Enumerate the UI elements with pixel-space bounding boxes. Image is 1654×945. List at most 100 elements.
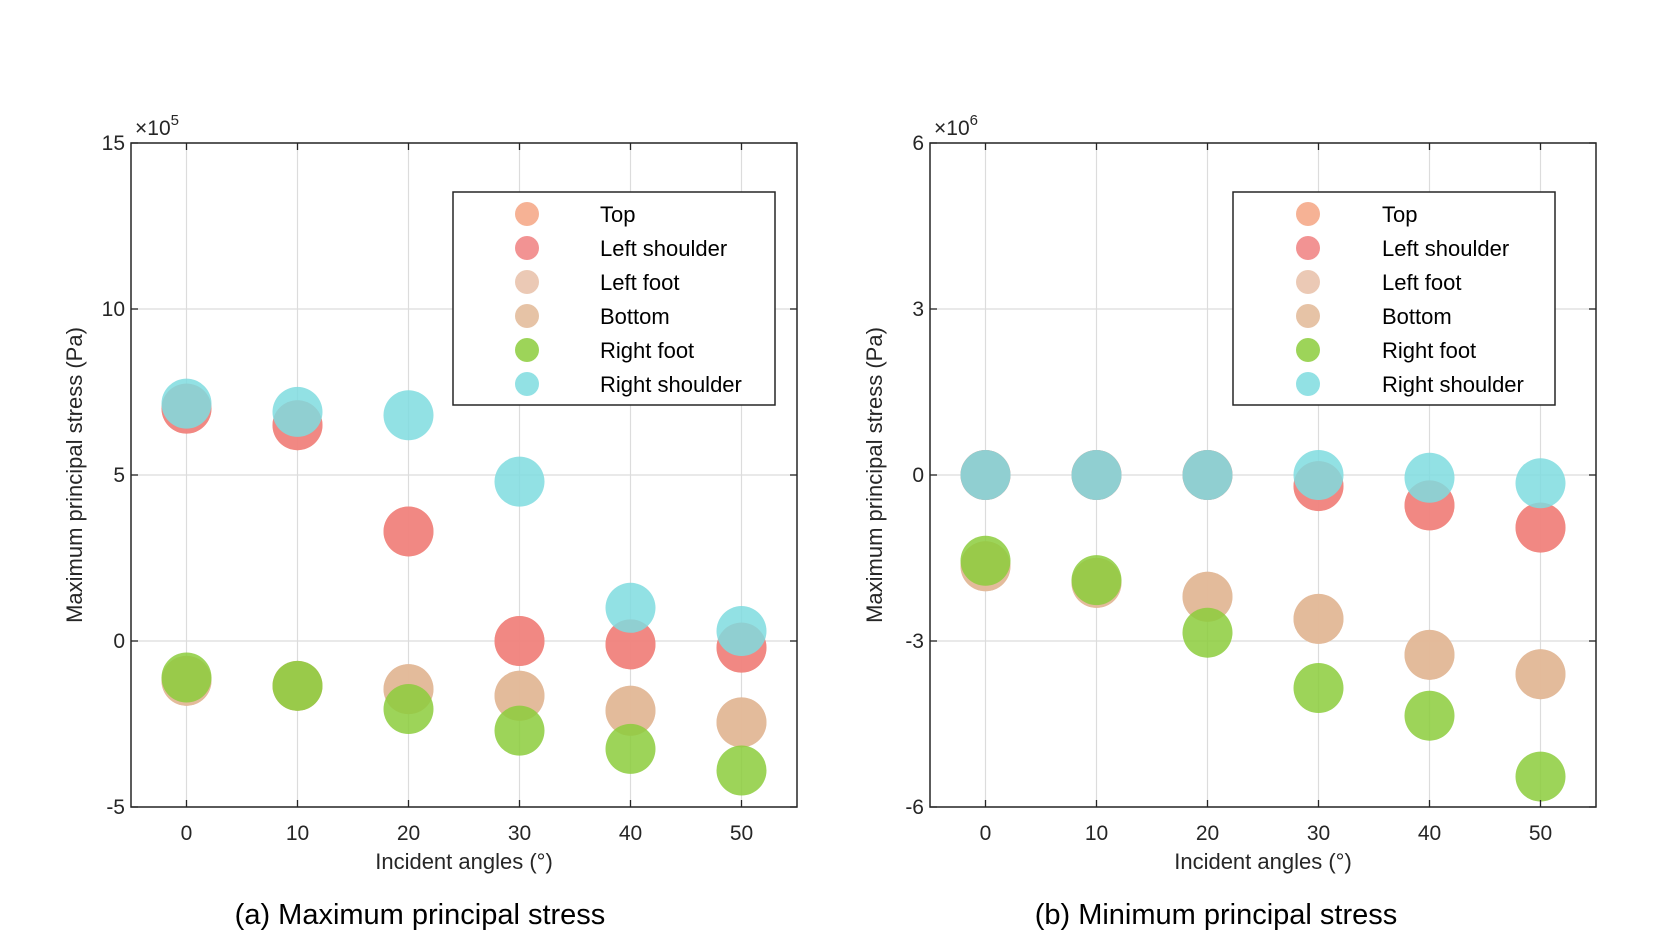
- legend-label: Top: [600, 202, 635, 227]
- data-point: [1071, 450, 1122, 500]
- axis-exponent: ×105: [135, 112, 179, 140]
- data-point: [1404, 452, 1455, 503]
- y-tick-label: 3: [912, 298, 924, 321]
- legend-marker: [515, 372, 539, 396]
- data-point: [716, 606, 767, 657]
- legend-marker: [1296, 202, 1320, 226]
- y-tick-label: -3: [905, 630, 924, 653]
- exponent-power: 6: [970, 112, 978, 129]
- x-axis-label: Incident angles (°): [1174, 849, 1352, 874]
- y-tick-label: -6: [905, 796, 924, 819]
- data-point: [960, 535, 1011, 586]
- x-tick-label: 30: [508, 822, 531, 845]
- data-point: [960, 450, 1011, 500]
- exponent-power: 5: [171, 112, 179, 129]
- y-tick-label: 0: [912, 464, 924, 487]
- data-point: [605, 685, 656, 736]
- legend-marker: [1296, 372, 1320, 396]
- legend-marker: [515, 236, 539, 260]
- legend-label: Left foot: [600, 270, 680, 295]
- legend-marker: [515, 338, 539, 362]
- legend-label: Right shoulder: [1382, 372, 1524, 397]
- data-point: [716, 697, 767, 748]
- legend-label: Left shoulder: [600, 236, 727, 261]
- data-point: [1404, 629, 1455, 680]
- figure-caption: (a) Maximum principal stress: [235, 899, 606, 931]
- data-point: [605, 619, 656, 670]
- data-point: [272, 386, 323, 437]
- legend-label: Right foot: [1382, 338, 1476, 363]
- legend-marker: [1296, 304, 1320, 328]
- legend-box: [1232, 191, 1556, 406]
- legend-marker: [515, 304, 539, 328]
- data-point: [1515, 649, 1566, 700]
- y-axis-label: Maximum principal stress (Pa): [62, 327, 87, 623]
- data-point: [1515, 458, 1566, 509]
- data-point: [1515, 751, 1566, 802]
- exponent-base: ×10: [934, 117, 970, 140]
- series-right-foot: [960, 535, 1566, 802]
- legend: Top Left shoulder Left foot Bottom Right foo…: [1232, 191, 1556, 406]
- data-point: [494, 670, 545, 721]
- y-tick-label: 10: [102, 298, 125, 321]
- data-point: [1182, 450, 1233, 500]
- y-tick-label: 6: [912, 132, 924, 155]
- x-tick-label: 20: [397, 822, 420, 845]
- series-right-shoulder: [960, 450, 1566, 509]
- data-point: [161, 652, 212, 703]
- x-tick-label: 40: [1418, 822, 1441, 845]
- x-tick-label: 10: [1085, 822, 1108, 845]
- y-tick-label: 15: [102, 132, 125, 155]
- data-point: [494, 616, 545, 666]
- data-point: [1293, 593, 1344, 644]
- legend-label: Top: [1382, 202, 1417, 227]
- x-tick-label: 40: [619, 822, 642, 845]
- data-point: [1515, 502, 1566, 553]
- x-tick-label: 10: [286, 822, 309, 845]
- y-tick-label: -5: [106, 796, 125, 819]
- data-point: [605, 582, 656, 633]
- y-tick-label: 0: [113, 630, 125, 653]
- x-tick-label: 0: [181, 822, 193, 845]
- legend-label: Left foot: [1382, 270, 1462, 295]
- data-point: [1293, 663, 1344, 714]
- data-point: [494, 456, 545, 507]
- data-point: [494, 705, 545, 756]
- x-tick-label: 20: [1196, 822, 1219, 845]
- series-right-shoulder: [161, 378, 767, 657]
- legend-marker: [515, 270, 539, 294]
- data-point: [383, 684, 434, 735]
- x-tick-label: 30: [1307, 822, 1330, 845]
- figure-caption: (b) Minimum principal stress: [1035, 899, 1398, 931]
- series-right-foot: [161, 652, 767, 796]
- legend-marker: [1296, 270, 1320, 294]
- legend: Top Left shoulder Left foot Bottom Right foo…: [452, 191, 776, 406]
- data-point: [1182, 607, 1233, 658]
- x-axis-label: Incident angles (°): [375, 849, 553, 874]
- exponent-base: ×10: [135, 117, 171, 140]
- legend-label: Bottom: [1382, 304, 1452, 329]
- data-point: [272, 660, 323, 711]
- legend-marker: [515, 202, 539, 226]
- legend-marker: [1296, 338, 1320, 362]
- data-point: [1293, 450, 1344, 500]
- data-point: [161, 378, 212, 429]
- x-tick-label: 50: [730, 822, 753, 845]
- legend-label: Right shoulder: [600, 372, 742, 397]
- data-point: [1071, 555, 1122, 606]
- data-point: [605, 723, 656, 774]
- legend-label: Left shoulder: [1382, 236, 1509, 261]
- x-tick-label: 0: [980, 822, 992, 845]
- legend-box: [452, 191, 776, 406]
- axis-exponent: ×106: [934, 112, 978, 140]
- legend-label: Right foot: [600, 338, 694, 363]
- data-point: [1404, 690, 1455, 741]
- data-point: [716, 745, 767, 796]
- data-point: [1182, 571, 1233, 622]
- legend-label: Bottom: [600, 304, 670, 329]
- y-tick-label: 5: [113, 464, 125, 487]
- data-point: [383, 390, 434, 441]
- x-tick-label: 50: [1529, 822, 1552, 845]
